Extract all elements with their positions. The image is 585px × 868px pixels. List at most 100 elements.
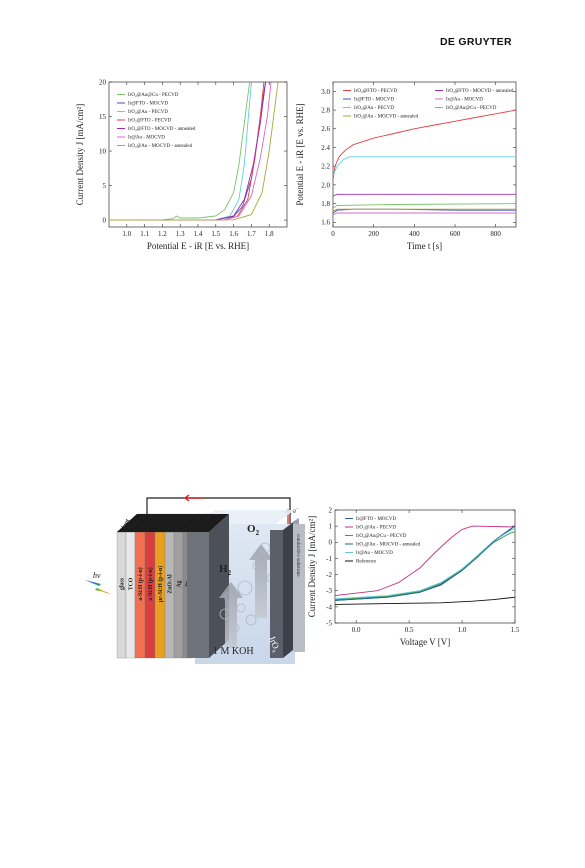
legend-label: IrO₂@Au@Cu - PECVD (128, 93, 179, 98)
y-tick-label: -4 (326, 603, 332, 611)
y-tick-label: 2 (329, 506, 333, 514)
layer-label-6: Ag (177, 580, 183, 587)
y-axis-label: Current Density J [mA/cm²] (307, 516, 317, 617)
substrate-label: conductive substrate (295, 534, 301, 577)
catalyst-label: IrOx (265, 635, 282, 654)
x-tick-label: 600 (450, 230, 461, 238)
chart-stability: 0 200 400 600 800 1.6 1.8 2.0 2.2 2.4 2.6 2.8 3.0 IrO… (295, 81, 517, 251)
series-line-6 (332, 203, 517, 209)
legend-label: Ir@FTO - MOCVD (128, 102, 168, 107)
x-tick-label: 1.3 (176, 230, 185, 238)
legend-label: IrO₂@Au - PECVD (354, 106, 394, 111)
light-bolt (85, 580, 111, 594)
series-line-0 (332, 109, 517, 181)
y-tick-label: 1.8 (321, 200, 330, 208)
y-tick-label: 0 (329, 539, 333, 547)
x-tick-label: 0.5 (405, 626, 414, 634)
legend-label: Ir@Au - MOCVD (128, 136, 165, 141)
legend-label: Reference (356, 560, 377, 565)
series-line-4 (334, 527, 516, 600)
y-tick-label: -3 (326, 587, 332, 595)
y-tick-label: -1 (326, 555, 332, 563)
series-line-3 (332, 208, 516, 212)
legend-label: IrO₂@Au@Cu - PECVD (446, 106, 497, 111)
legend: Ir@FTO - MOCVD IrO₂@Au - PECVD IrO₂@Au@Cu … (345, 517, 421, 565)
y-tick-label: 2.6 (321, 125, 330, 133)
y-tick-label: 10 (99, 147, 107, 155)
layer-label-1: TCO (129, 577, 135, 590)
legend-label: Ir@Au - MOCVD (446, 98, 483, 103)
series-line-1 (334, 525, 516, 597)
layer-label-5: ZnO:Al (168, 574, 174, 594)
x-tick-label: 1.6 (229, 230, 238, 238)
series-line-4 (332, 193, 516, 197)
x-tick-label: 1.5 (511, 626, 520, 634)
legend: IrO₂@Au@Cu - PECVD Ir@FTO - MOCVD IrO₂@Au … (117, 93, 196, 149)
legend-label: IrO₂@FTO - MOCVD - annealed (446, 89, 514, 94)
y-tick-label: 20 (99, 78, 107, 86)
layer-label-3: a-Si:H (p-i-n) (147, 567, 154, 600)
o2-label: O2 (247, 523, 260, 537)
legend-label: IrO₂@FTO - MOCVD - annealed (128, 127, 196, 132)
legend: IrO₂@FTO - PECVD Ir@FTO - MOCVD IrO₂@Au - … (343, 89, 514, 120)
legend-label: IrO₂@Au - PECVD (128, 110, 168, 115)
legend-label: IrO₂@Au - MOCVD - annealed (356, 543, 421, 548)
series-line-0 (108, 81, 251, 221)
y-tick-label: 0 (103, 216, 107, 224)
y-axis-label: Current Density J [mA/cm²] (75, 104, 85, 205)
x-tick-label: 0.0 (352, 626, 361, 634)
y-tick-label: 1.6 (321, 219, 330, 227)
x-axis-label: Voltage V [V] (400, 637, 451, 647)
light-label: hν (93, 571, 101, 580)
x-tick-label: 200 (368, 230, 379, 238)
publisher-logo: DE GRUYTER (440, 36, 512, 48)
x-tick-label: 1.4 (194, 230, 203, 238)
legend-label: Ir@FTO - MOCVD (356, 517, 396, 522)
electrolyte-label: 1 M KOH (213, 646, 254, 657)
y-tick-label: 3.0 (321, 88, 330, 96)
x-tick-label: 1.1 (140, 230, 149, 238)
legend-label: IrO₂@FTO - PECVD (128, 119, 172, 124)
layer-label-2: a-Si:H (p-i-n) (137, 567, 144, 600)
legend-label: IrO₂@FTO - PECVD (354, 89, 398, 94)
x-tick-label: 1.0 (458, 626, 467, 634)
x-tick-label: 1.5 (211, 230, 220, 238)
y-tick-label: -5 (326, 619, 332, 627)
x-tick-label: 0 (331, 230, 335, 238)
series-line-6 (108, 81, 279, 221)
layer-label-4: μc-Si:H (p-i-n) (157, 566, 164, 602)
x-tick-label: 800 (490, 230, 501, 238)
series-line-5 (332, 212, 516, 216)
x-tick-label: 1.2 (158, 230, 167, 238)
legend-label: IrO₂@Au@Cu - PECVD (356, 534, 407, 539)
x-tick-label: 1.8 (265, 230, 274, 238)
x-tick-label: 1.0 (122, 230, 131, 238)
series-line-2 (334, 531, 516, 601)
plot-frame (332, 81, 517, 228)
chart-polarization: 1.0 1.1 1.2 1.3 1.4 1.5 1.6 1.7 1.8 0 5 10 15 20 IrO₂@… (75, 78, 288, 251)
legend-label: IrO₂@Au - PECVD (356, 526, 396, 531)
layer-label-0: glass (120, 577, 126, 590)
legend-label: IrO₂@Au - MOCVD - annealed (128, 144, 193, 149)
y-tick-label: 1 (329, 523, 333, 531)
y-tick-label: 2.0 (321, 181, 330, 189)
electron-label: e− (293, 507, 299, 515)
h2-label: H2 (219, 563, 232, 577)
legend-label: Ir@FTO - MOCVD (354, 98, 394, 103)
y-tick-label: -2 (326, 571, 332, 579)
legend-label: Ir@Au - MOCVD (356, 551, 393, 556)
x-axis-label: Potential E - iR [E vs. RHE] (147, 241, 249, 251)
layer-6 (173, 531, 184, 659)
y-tick-label: 2.2 (321, 163, 330, 171)
layer-1 (125, 531, 136, 659)
layer-5 (164, 531, 175, 659)
x-tick-label: 1.7 (247, 230, 256, 238)
series-line-2 (332, 156, 516, 176)
y-tick-label: 5 (103, 182, 107, 190)
layer-0 (116, 531, 127, 659)
y-axis-label: Potential E - iR [E vs. RHE] (295, 103, 305, 205)
y-tick-label: 2.4 (321, 144, 330, 152)
h2-arrow (219, 582, 243, 648)
